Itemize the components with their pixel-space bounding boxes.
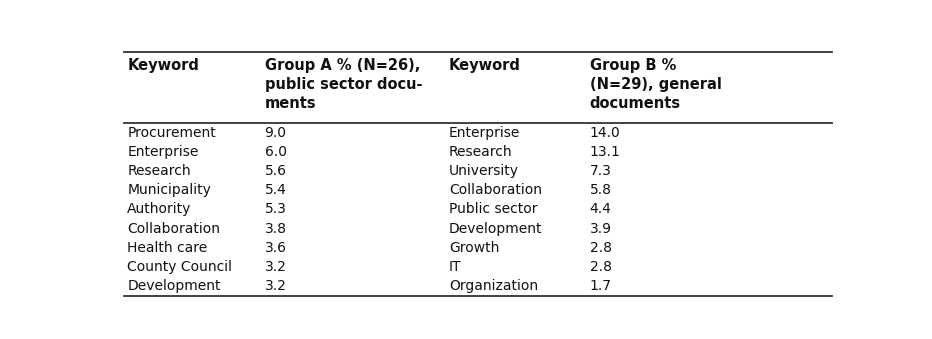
Text: 6.0: 6.0 [265, 145, 286, 159]
Text: Public sector: Public sector [449, 202, 537, 216]
Text: 5.4: 5.4 [265, 183, 286, 197]
Text: Procurement: Procurement [128, 125, 216, 140]
Text: 3.9: 3.9 [590, 222, 611, 236]
Text: County Council: County Council [128, 260, 232, 274]
Text: 2.8: 2.8 [590, 241, 611, 255]
Text: 14.0: 14.0 [590, 125, 621, 140]
Text: 3.8: 3.8 [265, 222, 286, 236]
Text: Collaboration: Collaboration [128, 222, 220, 236]
Text: Group B %
(N=29), general
documents: Group B % (N=29), general documents [590, 58, 721, 111]
Text: 7.3: 7.3 [590, 164, 611, 178]
Text: Enterprise: Enterprise [449, 125, 520, 140]
Text: Research: Research [449, 145, 513, 159]
Text: 9.0: 9.0 [265, 125, 286, 140]
Text: University: University [449, 164, 519, 178]
Text: Growth: Growth [449, 241, 500, 255]
Text: 3.2: 3.2 [265, 279, 286, 293]
Text: Collaboration: Collaboration [449, 183, 541, 197]
Text: IT: IT [449, 260, 461, 274]
Text: Enterprise: Enterprise [128, 145, 199, 159]
Text: 1.7: 1.7 [590, 279, 611, 293]
Text: 13.1: 13.1 [590, 145, 621, 159]
Text: 5.3: 5.3 [265, 202, 286, 216]
Text: Keyword: Keyword [449, 58, 521, 73]
Text: Development: Development [449, 222, 542, 236]
Text: 5.8: 5.8 [590, 183, 611, 197]
Text: Keyword: Keyword [128, 58, 199, 73]
Text: Authority: Authority [128, 202, 192, 216]
Text: Organization: Organization [449, 279, 538, 293]
Text: 5.6: 5.6 [265, 164, 286, 178]
Text: 2.8: 2.8 [590, 260, 611, 274]
Text: Research: Research [128, 164, 191, 178]
Text: Health care: Health care [128, 241, 208, 255]
Text: Group A % (N=26),
public sector docu-
ments: Group A % (N=26), public sector docu- me… [265, 58, 422, 111]
Text: 3.6: 3.6 [265, 241, 286, 255]
Text: 3.2: 3.2 [265, 260, 286, 274]
Text: Development: Development [128, 279, 221, 293]
Text: 4.4: 4.4 [590, 202, 611, 216]
Text: Municipality: Municipality [128, 183, 212, 197]
